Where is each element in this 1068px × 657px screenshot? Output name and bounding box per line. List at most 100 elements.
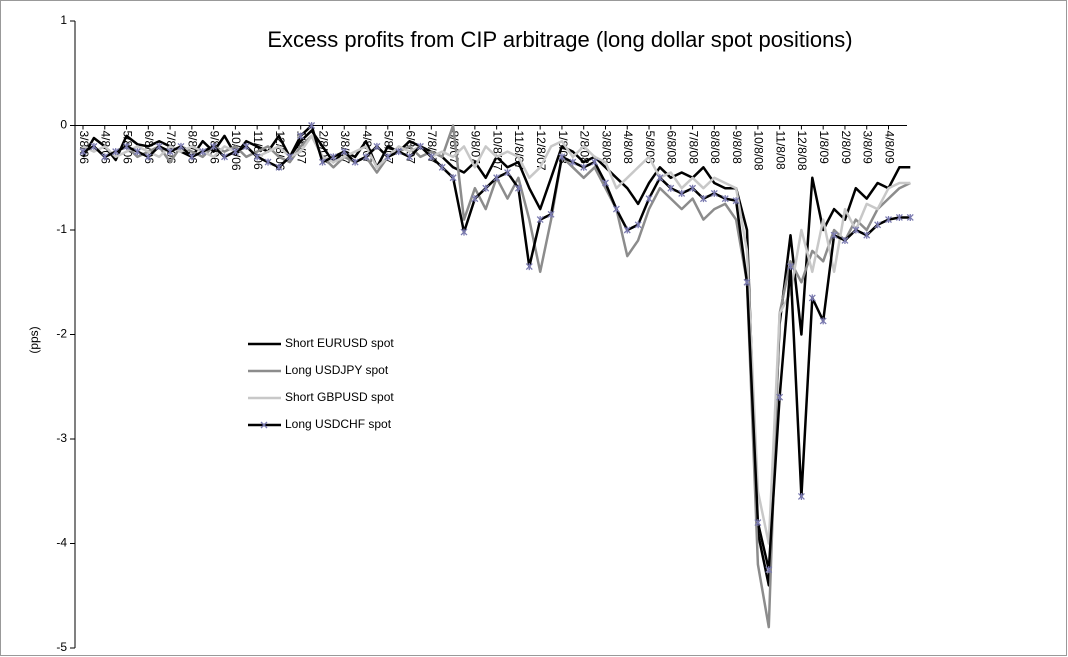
series-marker bbox=[874, 221, 882, 229]
x-tick-label: 4/8/08 bbox=[621, 131, 635, 165]
x-tick-label: 11/8/07 bbox=[512, 131, 526, 170]
x-tick-label: 4/8/09 bbox=[882, 131, 896, 165]
series-marker bbox=[319, 158, 326, 166]
x-tick-label: 11/8/08 bbox=[773, 131, 787, 170]
series-marker bbox=[90, 142, 98, 150]
y-tick-label: -4 bbox=[56, 536, 67, 550]
series-marker bbox=[754, 519, 762, 527]
series-marker bbox=[471, 195, 479, 203]
series-marker bbox=[667, 184, 675, 192]
x-tick-label: 1/8/09 bbox=[817, 131, 831, 165]
series-marker bbox=[493, 174, 501, 182]
y-tick-label: 1 bbox=[60, 13, 67, 27]
x-tick-label: 6/8/08 bbox=[665, 131, 679, 165]
series-marker bbox=[645, 195, 653, 203]
series-marker bbox=[155, 142, 163, 150]
x-tick-label: 7/8/08 bbox=[686, 131, 700, 165]
series-marker bbox=[710, 189, 718, 197]
series-marker bbox=[210, 142, 218, 150]
series-marker bbox=[689, 184, 697, 192]
series-marker bbox=[275, 163, 283, 171]
y-tick-label: -1 bbox=[56, 222, 67, 236]
series-marker bbox=[101, 153, 109, 161]
legend-label: Short GBPUSD spot bbox=[285, 390, 394, 404]
series-marker bbox=[449, 174, 457, 182]
series-marker bbox=[286, 153, 294, 161]
legend-label: Long USDCHF spot bbox=[285, 417, 392, 431]
series-marker bbox=[362, 153, 370, 161]
y-tick-label: 0 bbox=[60, 118, 67, 132]
x-tick-label: 2/8/09 bbox=[839, 131, 853, 165]
series-marker bbox=[242, 142, 250, 150]
series-marker bbox=[558, 153, 566, 161]
series-marker bbox=[580, 163, 588, 171]
series-marker bbox=[79, 148, 87, 156]
series-marker bbox=[743, 278, 751, 286]
x-tick-label: 8/8/08 bbox=[708, 131, 722, 165]
series-marker bbox=[732, 197, 740, 205]
series-marker bbox=[623, 226, 631, 234]
x-tick-label: 3/8/09 bbox=[861, 131, 875, 165]
x-tick-label: 5/8/08 bbox=[643, 131, 657, 165]
x-tick-label: 9/8/07 bbox=[469, 131, 483, 165]
legend-label: Long USDJPY spot bbox=[285, 363, 389, 377]
series-marker bbox=[199, 148, 207, 156]
series-marker bbox=[699, 195, 707, 203]
series-marker bbox=[602, 179, 609, 187]
x-tick-label: 3/8/08 bbox=[599, 131, 613, 165]
series-marker bbox=[144, 153, 152, 161]
series-marker bbox=[841, 236, 849, 244]
series-marker bbox=[819, 317, 827, 325]
x-tick-label: 10/8/08 bbox=[752, 131, 766, 171]
series-marker bbox=[264, 158, 272, 166]
series-line bbox=[82, 134, 911, 545]
series-marker bbox=[329, 153, 337, 161]
series-marker bbox=[133, 148, 141, 156]
series-marker bbox=[504, 169, 511, 177]
series-marker bbox=[525, 263, 533, 271]
series-marker bbox=[863, 231, 871, 239]
series-marker bbox=[253, 153, 261, 161]
series-marker bbox=[678, 189, 686, 197]
series-marker bbox=[547, 210, 555, 218]
x-tick-label: 9/8/08 bbox=[730, 131, 744, 165]
series-marker bbox=[721, 195, 729, 203]
chart-title: Excess profits from CIP arbitrage (long … bbox=[267, 27, 852, 52]
series-marker bbox=[852, 226, 860, 234]
y-tick-label: -2 bbox=[56, 327, 67, 341]
series-marker bbox=[569, 158, 577, 166]
y-tick-label: -5 bbox=[56, 640, 67, 654]
legend-marker bbox=[260, 421, 268, 429]
series-marker bbox=[373, 142, 381, 150]
series-marker bbox=[830, 231, 838, 239]
series-marker bbox=[308, 122, 316, 129]
series-marker bbox=[765, 566, 773, 574]
series-marker bbox=[297, 132, 305, 140]
series-marker bbox=[416, 142, 424, 150]
series-marker bbox=[482, 184, 490, 192]
series-marker bbox=[787, 263, 794, 271]
series-marker bbox=[438, 163, 446, 171]
series-marker bbox=[395, 148, 403, 156]
y-axis-label: (pps) bbox=[27, 326, 41, 353]
series-marker bbox=[177, 142, 185, 150]
series-marker bbox=[384, 153, 392, 161]
series-marker bbox=[123, 142, 130, 150]
series-marker bbox=[221, 153, 228, 161]
series-marker bbox=[427, 153, 435, 161]
series-marker bbox=[656, 174, 664, 182]
series-marker bbox=[776, 393, 784, 401]
series-marker bbox=[612, 205, 620, 213]
series-marker bbox=[166, 148, 174, 156]
series-marker bbox=[895, 213, 903, 221]
series-marker bbox=[906, 213, 914, 221]
series-marker bbox=[231, 148, 239, 156]
series-marker bbox=[112, 148, 120, 156]
series-marker bbox=[536, 216, 544, 224]
series-marker bbox=[808, 294, 816, 302]
series-marker bbox=[406, 153, 414, 161]
series-marker bbox=[351, 158, 359, 166]
series-marker bbox=[797, 492, 805, 500]
